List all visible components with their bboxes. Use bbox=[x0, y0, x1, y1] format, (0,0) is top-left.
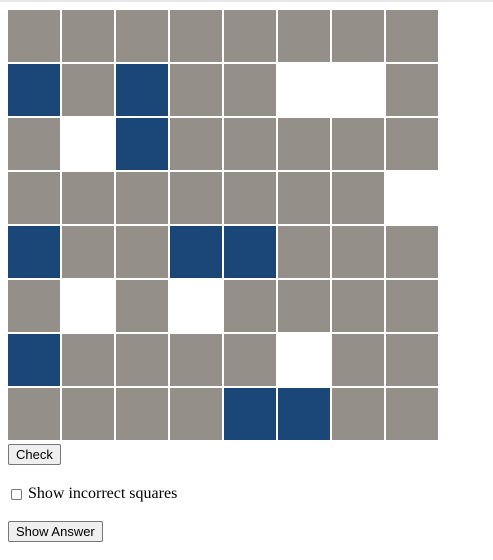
grid-cell-r3-c7[interactable] bbox=[332, 118, 384, 170]
grid-cell-r5-c6[interactable] bbox=[278, 226, 330, 278]
grid-cell-r1-c8[interactable] bbox=[386, 10, 438, 62]
grid-cell-r8-c7[interactable] bbox=[332, 388, 384, 440]
grid-cell-r5-c7[interactable] bbox=[332, 226, 384, 278]
grid-cell-r8-c1[interactable] bbox=[8, 388, 60, 440]
grid-cell-r7-c3[interactable] bbox=[116, 334, 168, 386]
grid-cell-r3-c2[interactable] bbox=[62, 118, 114, 170]
grid-cell-r5-c3[interactable] bbox=[116, 226, 168, 278]
grid-cell-r3-c6[interactable] bbox=[278, 118, 330, 170]
grid-cell-r4-c8[interactable] bbox=[386, 172, 438, 224]
grid-cell-r6-c4[interactable] bbox=[170, 280, 222, 332]
grid-cell-r8-c4[interactable] bbox=[170, 388, 222, 440]
grid-cell-r1-c2[interactable] bbox=[62, 10, 114, 62]
grid-cell-r4-c2[interactable] bbox=[62, 172, 114, 224]
grid-cell-r6-c7[interactable] bbox=[332, 280, 384, 332]
grid-cell-r5-c2[interactable] bbox=[62, 226, 114, 278]
top-divider bbox=[0, 0, 493, 2]
grid-cell-r4-c4[interactable] bbox=[170, 172, 222, 224]
grid-cell-r8-c8[interactable] bbox=[386, 388, 438, 440]
grid-cell-r3-c1[interactable] bbox=[8, 118, 60, 170]
grid-cell-r5-c4[interactable] bbox=[170, 226, 222, 278]
grid-cell-r4-c5[interactable] bbox=[224, 172, 276, 224]
grid-cell-r4-c3[interactable] bbox=[116, 172, 168, 224]
grid-cell-r7-c6[interactable] bbox=[278, 334, 330, 386]
grid-cell-r8-c2[interactable] bbox=[62, 388, 114, 440]
show-incorrect-checkbox[interactable] bbox=[11, 488, 22, 500]
grid-cell-r6-c5[interactable] bbox=[224, 280, 276, 332]
grid-cell-r2-c8[interactable] bbox=[386, 64, 438, 116]
grid-cell-r5-c5[interactable] bbox=[224, 226, 276, 278]
grid-cell-r7-c5[interactable] bbox=[224, 334, 276, 386]
grid-cell-r7-c2[interactable] bbox=[62, 334, 114, 386]
grid-cell-r2-c7[interactable] bbox=[332, 64, 384, 116]
grid-cell-r6-c8[interactable] bbox=[386, 280, 438, 332]
grid-cell-r6-c1[interactable] bbox=[8, 280, 60, 332]
grid-cell-r2-c3[interactable] bbox=[116, 64, 168, 116]
grid-cell-r1-c3[interactable] bbox=[116, 10, 168, 62]
grid-cell-r6-c2[interactable] bbox=[62, 280, 114, 332]
check-button[interactable]: Check bbox=[8, 444, 61, 465]
grid-cell-r1-c6[interactable] bbox=[278, 10, 330, 62]
grid-cell-r7-c1[interactable] bbox=[8, 334, 60, 386]
grid-cell-r7-c4[interactable] bbox=[170, 334, 222, 386]
grid-cell-r1-c5[interactable] bbox=[224, 10, 276, 62]
grid-cell-r1-c7[interactable] bbox=[332, 10, 384, 62]
grid-cell-r1-c4[interactable] bbox=[170, 10, 222, 62]
grid-cell-r2-c5[interactable] bbox=[224, 64, 276, 116]
show-incorrect-label: Show incorrect squares bbox=[28, 485, 178, 502]
grid-cell-r6-c6[interactable] bbox=[278, 280, 330, 332]
grid-cell-r8-c3[interactable] bbox=[116, 388, 168, 440]
grid-cell-r2-c1[interactable] bbox=[8, 64, 60, 116]
show-incorrect-row[interactable]: Show incorrect squares bbox=[11, 484, 177, 504]
grid-cell-r3-c4[interactable] bbox=[170, 118, 222, 170]
grid-cell-r5-c1[interactable] bbox=[8, 226, 60, 278]
grid-cell-r8-c6[interactable] bbox=[278, 388, 330, 440]
grid-cell-r3-c3[interactable] bbox=[116, 118, 168, 170]
grid-cell-r5-c8[interactable] bbox=[386, 226, 438, 278]
grid-cell-r4-c6[interactable] bbox=[278, 172, 330, 224]
puzzle-grid bbox=[8, 10, 442, 444]
grid-cell-r7-c8[interactable] bbox=[386, 334, 438, 386]
show-answer-button[interactable]: Show Answer bbox=[8, 521, 103, 542]
grid-cell-r2-c6[interactable] bbox=[278, 64, 330, 116]
grid-cell-r7-c7[interactable] bbox=[332, 334, 384, 386]
grid-cell-r4-c7[interactable] bbox=[332, 172, 384, 224]
grid-cell-r6-c3[interactable] bbox=[116, 280, 168, 332]
grid-cell-r3-c8[interactable] bbox=[386, 118, 438, 170]
grid-cell-r2-c4[interactable] bbox=[170, 64, 222, 116]
grid-cell-r8-c5[interactable] bbox=[224, 388, 276, 440]
grid-cell-r2-c2[interactable] bbox=[62, 64, 114, 116]
grid-cell-r3-c5[interactable] bbox=[224, 118, 276, 170]
grid-cell-r1-c1[interactable] bbox=[8, 10, 60, 62]
grid-cell-r4-c1[interactable] bbox=[8, 172, 60, 224]
